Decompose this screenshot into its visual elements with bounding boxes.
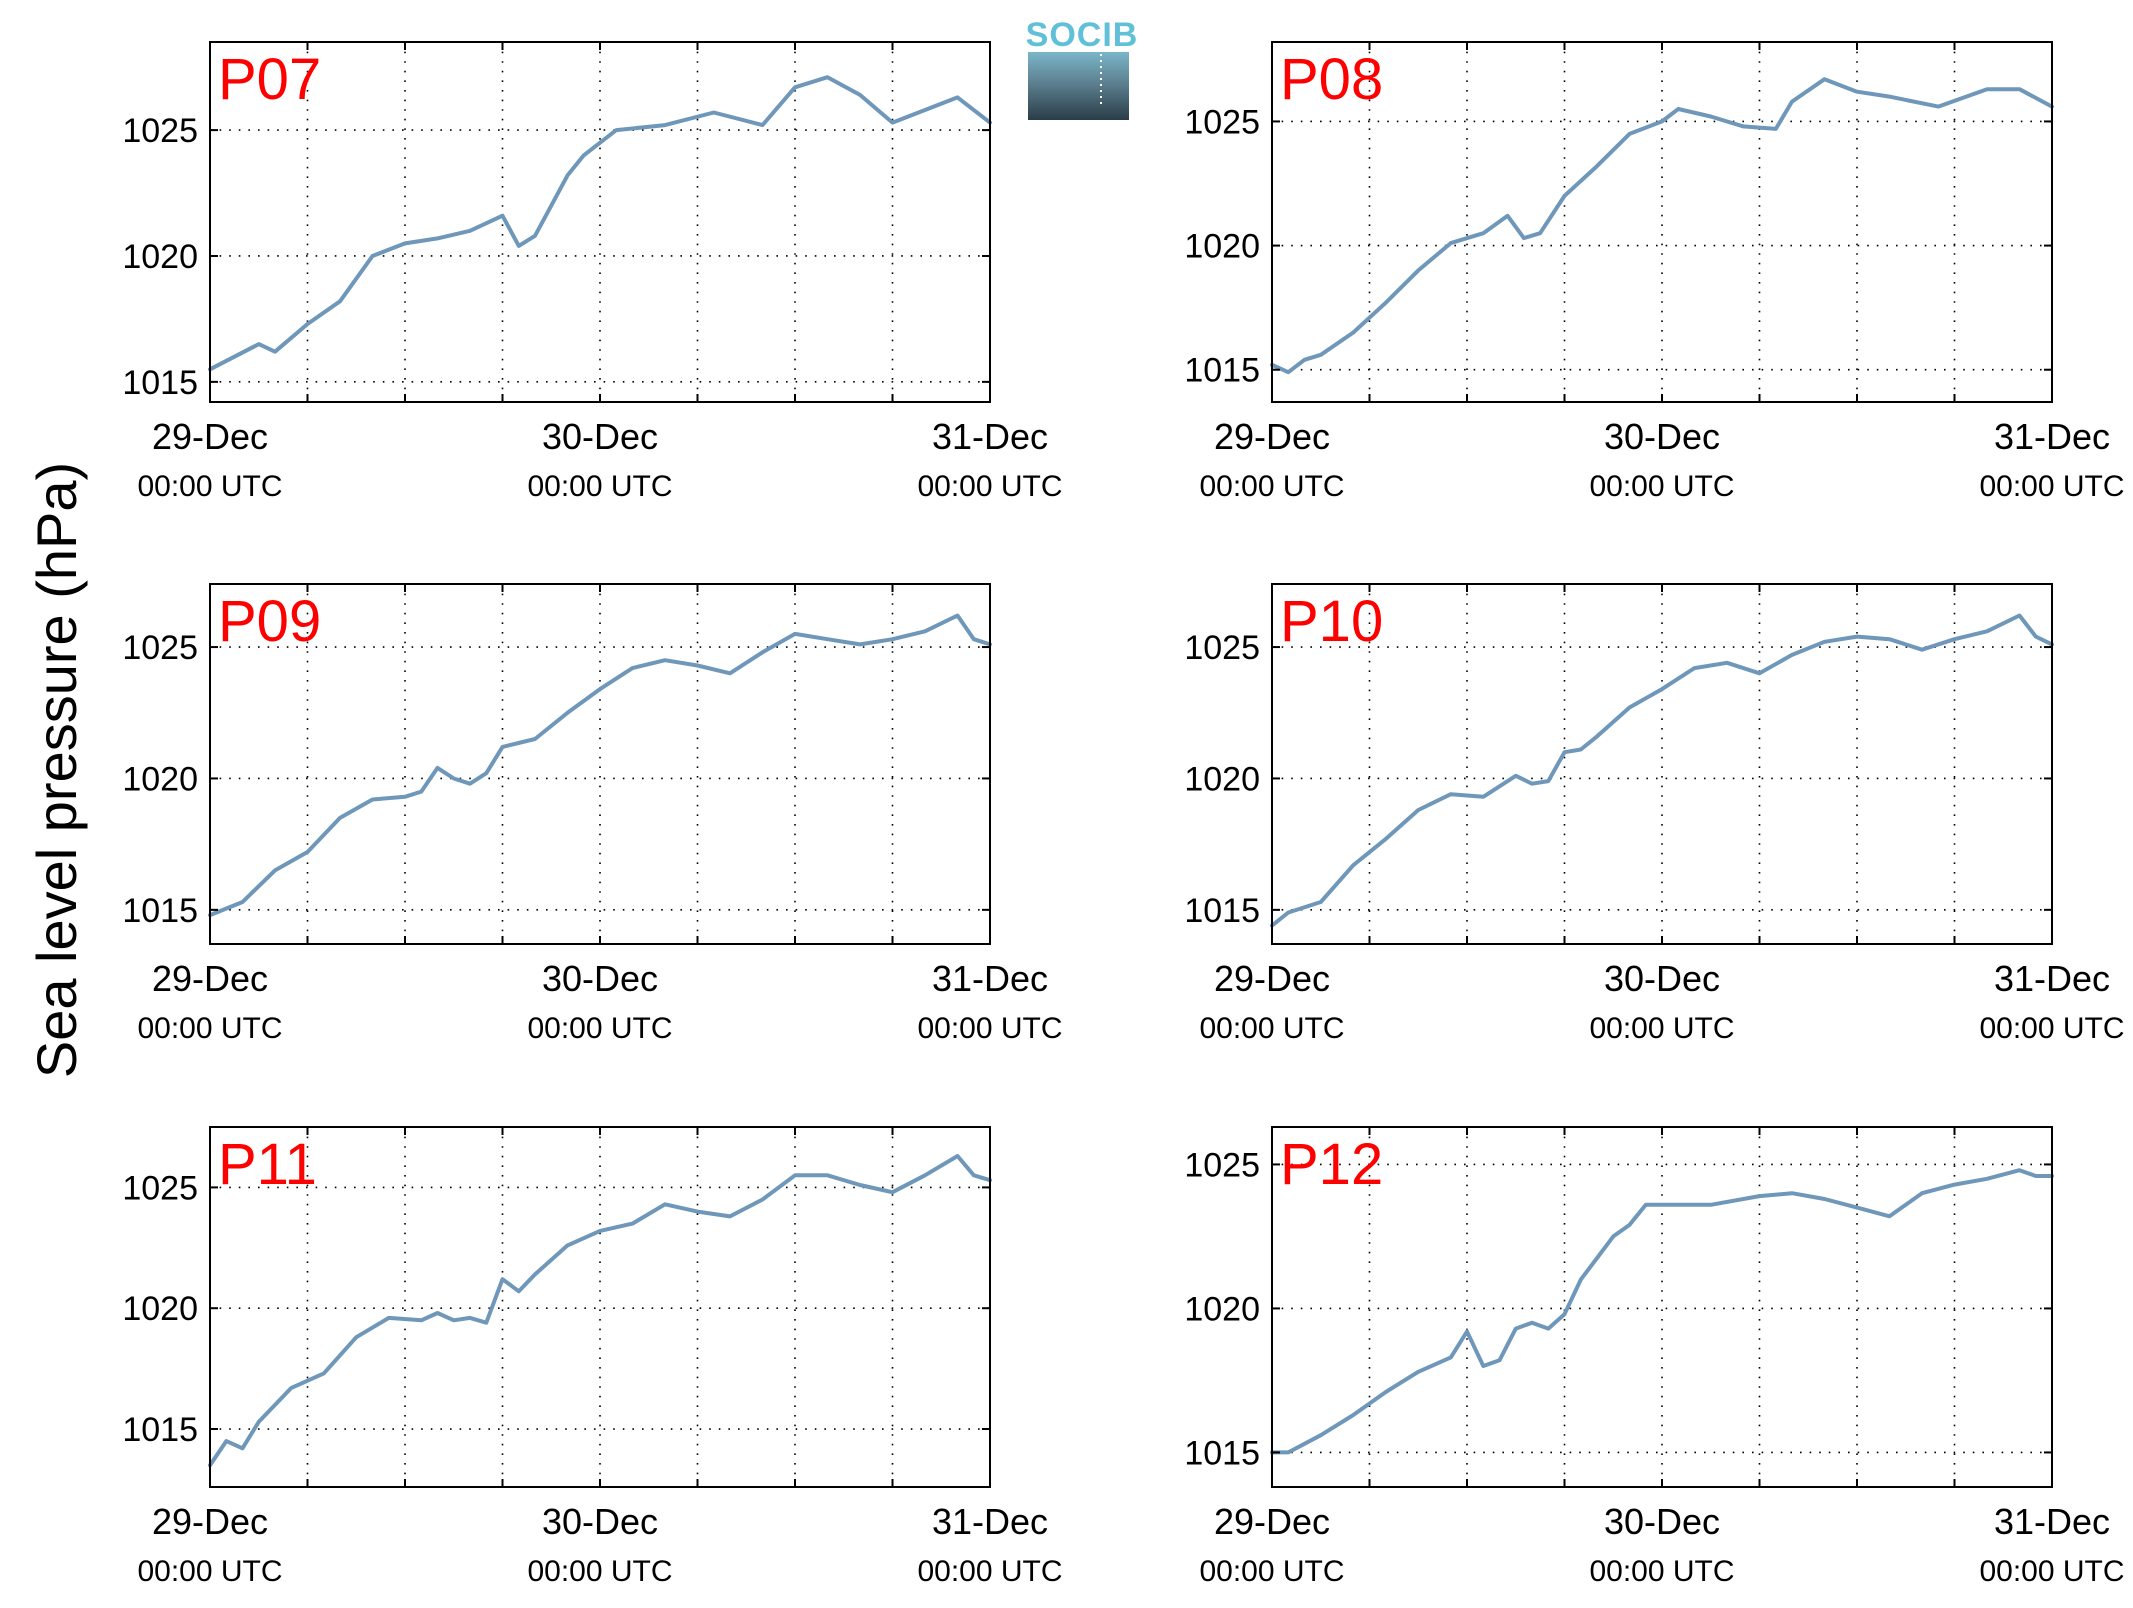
logo-block: [1028, 52, 1129, 120]
x-tick-label-time: 00:00 UTC: [527, 1555, 672, 1588]
x-tick-label-date: 30-Dec: [542, 1501, 658, 1542]
socib-logo: SOCIB: [1026, 16, 1139, 120]
y-tick-label: 1020: [122, 1290, 198, 1328]
x-tick-label-date: 30-Dec: [1604, 958, 1720, 999]
y-tick-label: 1015: [122, 1411, 198, 1449]
x-tick-label-time: 00:00 UTC: [1979, 1012, 2124, 1045]
y-tick-label: 1025: [122, 112, 198, 150]
x-tick-label-time: 00:00 UTC: [917, 1555, 1062, 1588]
x-tick-label-time: 00:00 UTC: [137, 470, 282, 503]
y-tick-label: 1025: [1184, 103, 1260, 141]
panel-label: P08: [1280, 47, 1383, 112]
panel-label: P09: [218, 589, 321, 654]
logo-text: SOCIB: [1026, 16, 1139, 54]
axes-box: [1271, 583, 2053, 945]
panel-p11: 1015 1020 1025 29-Dec 00:00 UTC 30-Dec 00:00 U…: [122, 1126, 1063, 1588]
y-tick-label: 1020: [1184, 1290, 1260, 1328]
x-tick-label-date: 29-Dec: [1214, 958, 1330, 999]
series-line: [208, 1154, 992, 1468]
x-tick-label-date: 29-Dec: [152, 1501, 268, 1542]
x-tick-label-date: 29-Dec: [152, 416, 268, 457]
panel-label: P11: [218, 1132, 317, 1197]
x-tick-label-time: 00:00 UTC: [1199, 1555, 1344, 1588]
x-tick-label-time: 00:00 UTC: [917, 1012, 1062, 1045]
x-tick-label-time: 00:00 UTC: [1589, 470, 1734, 503]
x-tick-label-date: 29-Dec: [152, 958, 268, 999]
x-tick-label-date: 29-Dec: [1214, 416, 1330, 457]
axes-box: [1271, 1126, 2053, 1488]
x-tick-label-time: 00:00 UTC: [1589, 1555, 1734, 1588]
axes-box: [209, 41, 991, 403]
x-tick-label-date: 31-Dec: [1994, 416, 2110, 457]
panel-p08: 1015 1020 1025 29-Dec 00:00 UTC 30-Dec 00:00 U…: [1184, 41, 2125, 503]
x-tick-label-time: 00:00 UTC: [527, 470, 672, 503]
y-tick-label: 1025: [1184, 629, 1260, 667]
x-tick-label-time: 00:00 UTC: [137, 1555, 282, 1588]
panel-label: P12: [1280, 1132, 1383, 1197]
x-tick-label-date: 30-Dec: [1604, 1501, 1720, 1542]
y-tick-label: 1025: [122, 1169, 198, 1207]
axes-box: [209, 1126, 991, 1488]
x-tick-label-time: 00:00 UTC: [1199, 1012, 1344, 1045]
series-line: [1270, 1168, 2054, 1455]
x-tick-label-time: 00:00 UTC: [137, 1012, 282, 1045]
y-axis-label: Sea level pressure (hPa): [25, 462, 88, 1078]
x-tick-label-time: 00:00 UTC: [1979, 470, 2124, 503]
x-tick-label-date: 31-Dec: [932, 958, 1048, 999]
y-tick-label: 1020: [122, 760, 198, 798]
series-line: [208, 613, 992, 918]
panel-p10: 1015 1020 1025 29-Dec 00:00 UTC 30-Dec 00:00 U…: [1184, 583, 2125, 1045]
series-line: [208, 75, 992, 372]
y-tick-label: 1020: [122, 238, 198, 276]
series-line: [1270, 77, 2054, 375]
x-tick-label-time: 00:00 UTC: [527, 1012, 672, 1045]
y-tick-label: 1015: [122, 364, 198, 402]
series-line: [1270, 613, 2054, 928]
y-tick-label: 1015: [122, 892, 198, 930]
panel-p12: 1015 1020 1025 29-Dec 00:00 UTC 30-Dec 00:00 U…: [1184, 1126, 2125, 1588]
x-tick-label-date: 31-Dec: [932, 416, 1048, 457]
panel-p09: 1015 1020 1025 29-Dec 00:00 UTC 30-Dec 00:00 U…: [122, 583, 1063, 1045]
x-tick-label-time: 00:00 UTC: [1589, 1012, 1734, 1045]
x-tick-label-time: 00:00 UTC: [1979, 1555, 2124, 1588]
x-tick-label-date: 30-Dec: [542, 416, 658, 457]
x-tick-label-time: 00:00 UTC: [1199, 470, 1344, 503]
y-tick-label: 1015: [1184, 352, 1260, 390]
y-tick-label: 1020: [1184, 760, 1260, 798]
x-tick-label-date: 29-Dec: [1214, 1501, 1330, 1542]
x-tick-label-date: 30-Dec: [542, 958, 658, 999]
x-tick-label-date: 31-Dec: [1994, 958, 2110, 999]
y-tick-label: 1015: [1184, 892, 1260, 930]
x-tick-label-date: 30-Dec: [1604, 416, 1720, 457]
y-tick-label: 1020: [1184, 228, 1260, 266]
panel-label: P10: [1280, 589, 1383, 654]
x-tick-label-time: 00:00 UTC: [917, 470, 1062, 503]
axes-box: [1271, 41, 2053, 403]
y-tick-label: 1025: [1184, 1146, 1260, 1184]
y-tick-label: 1015: [1184, 1434, 1260, 1472]
y-tick-label: 1025: [122, 629, 198, 667]
panels: 1015 1020 1025 29-Dec 00:00 UTC 30-Dec 00:00 U…: [122, 41, 2125, 1588]
axes-box: [209, 583, 991, 945]
x-tick-label-date: 31-Dec: [1994, 1501, 2110, 1542]
panel-p07: 1015 1020 1025 29-Dec 00:00 UTC 30-Dec 00:00 U…: [122, 41, 1063, 503]
panel-label: P07: [218, 47, 321, 112]
x-tick-label-date: 31-Dec: [932, 1501, 1048, 1542]
